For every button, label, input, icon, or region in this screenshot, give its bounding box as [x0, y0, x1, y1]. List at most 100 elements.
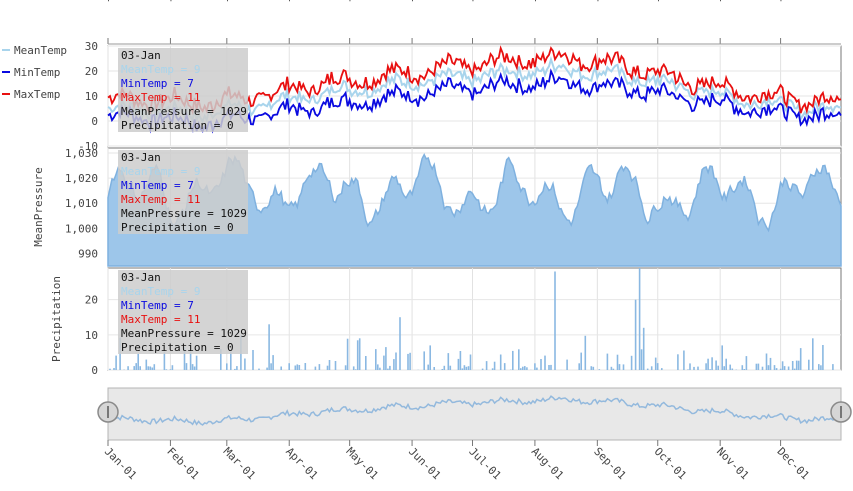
- top-axis-tick-label: Aug-01: [532, 0, 545, 2]
- precipitation-bar: [407, 353, 409, 370]
- precipitation-bar: [580, 352, 582, 370]
- precipitation-bar: [693, 366, 695, 370]
- top-axis-tick-label: Feb-01: [167, 0, 180, 2]
- tooltip-line: MinTemp = 7: [121, 77, 194, 90]
- legend-label-mintemp: MinTemp: [14, 66, 60, 79]
- precipitation-bar: [534, 363, 536, 370]
- range-navigator[interactable]: [97, 387, 852, 441]
- precipitation-bar: [677, 354, 679, 370]
- top-axis-tick-label: Jan-01: [105, 0, 118, 2]
- precipitation-bar: [234, 368, 236, 370]
- precipitation-bar: [578, 363, 580, 370]
- precipitation-bar: [481, 368, 484, 370]
- precipitation-bar: [717, 365, 719, 370]
- top-axis-tick-label: Oct-01: [655, 0, 668, 2]
- precipitation-bar: [461, 368, 464, 370]
- y-tick-label: 10: [85, 90, 98, 103]
- precipitation-bar: [566, 359, 568, 370]
- precipitation-bar: [113, 368, 115, 370]
- precipitation-bar: [189, 351, 192, 370]
- precipitation-bar: [270, 363, 272, 370]
- precipitation-bar: [622, 364, 625, 370]
- precipitation-bar: [787, 366, 790, 370]
- bottom-axis-tick-label: Sep-01: [591, 445, 628, 482]
- tooltip-box: [118, 48, 248, 132]
- precipitation-bar: [153, 364, 156, 370]
- precipitation-bar: [280, 366, 282, 370]
- tooltip-box: [118, 150, 248, 234]
- precipitation-bar: [165, 369, 168, 370]
- y-tick-label: 1,030: [65, 147, 98, 160]
- precipitation-bar: [709, 369, 711, 370]
- precipitation-bar: [393, 359, 395, 370]
- y-tick-label: 1,020: [65, 172, 98, 185]
- legend-label-maxtemp: MaxTemp: [14, 88, 60, 101]
- precipitation-bar: [389, 365, 391, 370]
- precipitation-bar: [741, 365, 744, 370]
- top-axis-tick-label: Mar-01: [224, 0, 237, 2]
- tooltip-line: Precipitation = 0: [121, 221, 234, 234]
- precipitation-bar: [191, 364, 194, 370]
- precipitation-bar: [383, 355, 385, 370]
- precipitation-bar: [524, 366, 526, 370]
- precipitation-bar: [193, 366, 196, 370]
- precipitation-bar: [409, 352, 411, 370]
- precipitation-bar: [139, 366, 141, 370]
- precipitation-bar: [230, 351, 232, 370]
- precipitation-bar: [550, 364, 552, 370]
- precipitation-bar: [616, 354, 619, 370]
- precipitation-bar: [522, 366, 524, 370]
- bottom-axis-tick-label: Aug-01: [529, 445, 566, 482]
- bottom-axis-tick-label: Oct-01: [652, 445, 689, 482]
- precipitation-bar: [296, 364, 299, 370]
- precipitation-bar: [795, 360, 798, 370]
- tooltip-line: Precipitation = 0: [121, 119, 234, 132]
- precipitation-bar: [387, 368, 389, 370]
- top-axis-tick-label: Nov-01: [717, 0, 730, 2]
- precipitation-bar: [761, 366, 764, 370]
- precipitation-bar: [365, 356, 367, 370]
- precipitation-bar: [715, 360, 717, 370]
- precipitation-bar: [765, 353, 768, 370]
- precipitation-bar: [427, 364, 429, 370]
- bottom-axis-tick-label: Jul-01: [466, 445, 503, 482]
- legend: MeanTemp MinTemp MaxTemp: [2, 44, 67, 101]
- precipitation-bar: [783, 366, 786, 370]
- y-tick-label: 10: [85, 329, 98, 342]
- top-date-axis: Jan-01 Feb-01 Mar-01 Apr-01 May-01 Jun-01 Jul-…: [105, 0, 841, 45]
- precipitation-bar: [423, 351, 425, 370]
- precipitation-bar: [356, 340, 359, 370]
- y-tick-label: 1,010: [65, 197, 98, 210]
- precipitation-bar: [459, 351, 462, 370]
- precipitation-bar: [584, 335, 587, 370]
- precipitation-bar: [226, 363, 228, 370]
- y-axis-title: Precipitation: [50, 276, 63, 362]
- precipitation-bar: [318, 364, 321, 370]
- precipitation-bar: [646, 368, 649, 370]
- precipitation-bar: [512, 350, 514, 370]
- precipitation-bar: [469, 354, 472, 370]
- precipitation-bar: [640, 349, 643, 370]
- precipitation-bar: [169, 369, 172, 370]
- precipitation-bar: [755, 363, 758, 370]
- top-axis-tick-label: May-01: [347, 0, 360, 2]
- top-axis-tick-label: Jul-01: [469, 0, 482, 2]
- precipitation-bar: [683, 350, 685, 370]
- precipitation-bar: [642, 327, 645, 370]
- precipitation-bar: [520, 368, 522, 370]
- tooltip-line: MinTemp = 7: [121, 179, 194, 192]
- precipitation-bar: [171, 365, 174, 370]
- precipitation-bar: [288, 363, 290, 370]
- precipitation-bar: [618, 364, 621, 370]
- precipitation-bar: [298, 365, 301, 370]
- top-axis-tick-label: Jun-01: [409, 0, 422, 2]
- precipitation-bar: [463, 365, 466, 370]
- y-tick-label: 30: [85, 40, 98, 53]
- top-axis-tick-label: Apr-01: [286, 0, 299, 2]
- precipitation-bar: [518, 349, 520, 370]
- precipitation-bar: [598, 369, 601, 370]
- precipitation-bar: [491, 368, 494, 370]
- y-tick-label: 0: [91, 115, 98, 128]
- precipitation-bar: [236, 366, 238, 370]
